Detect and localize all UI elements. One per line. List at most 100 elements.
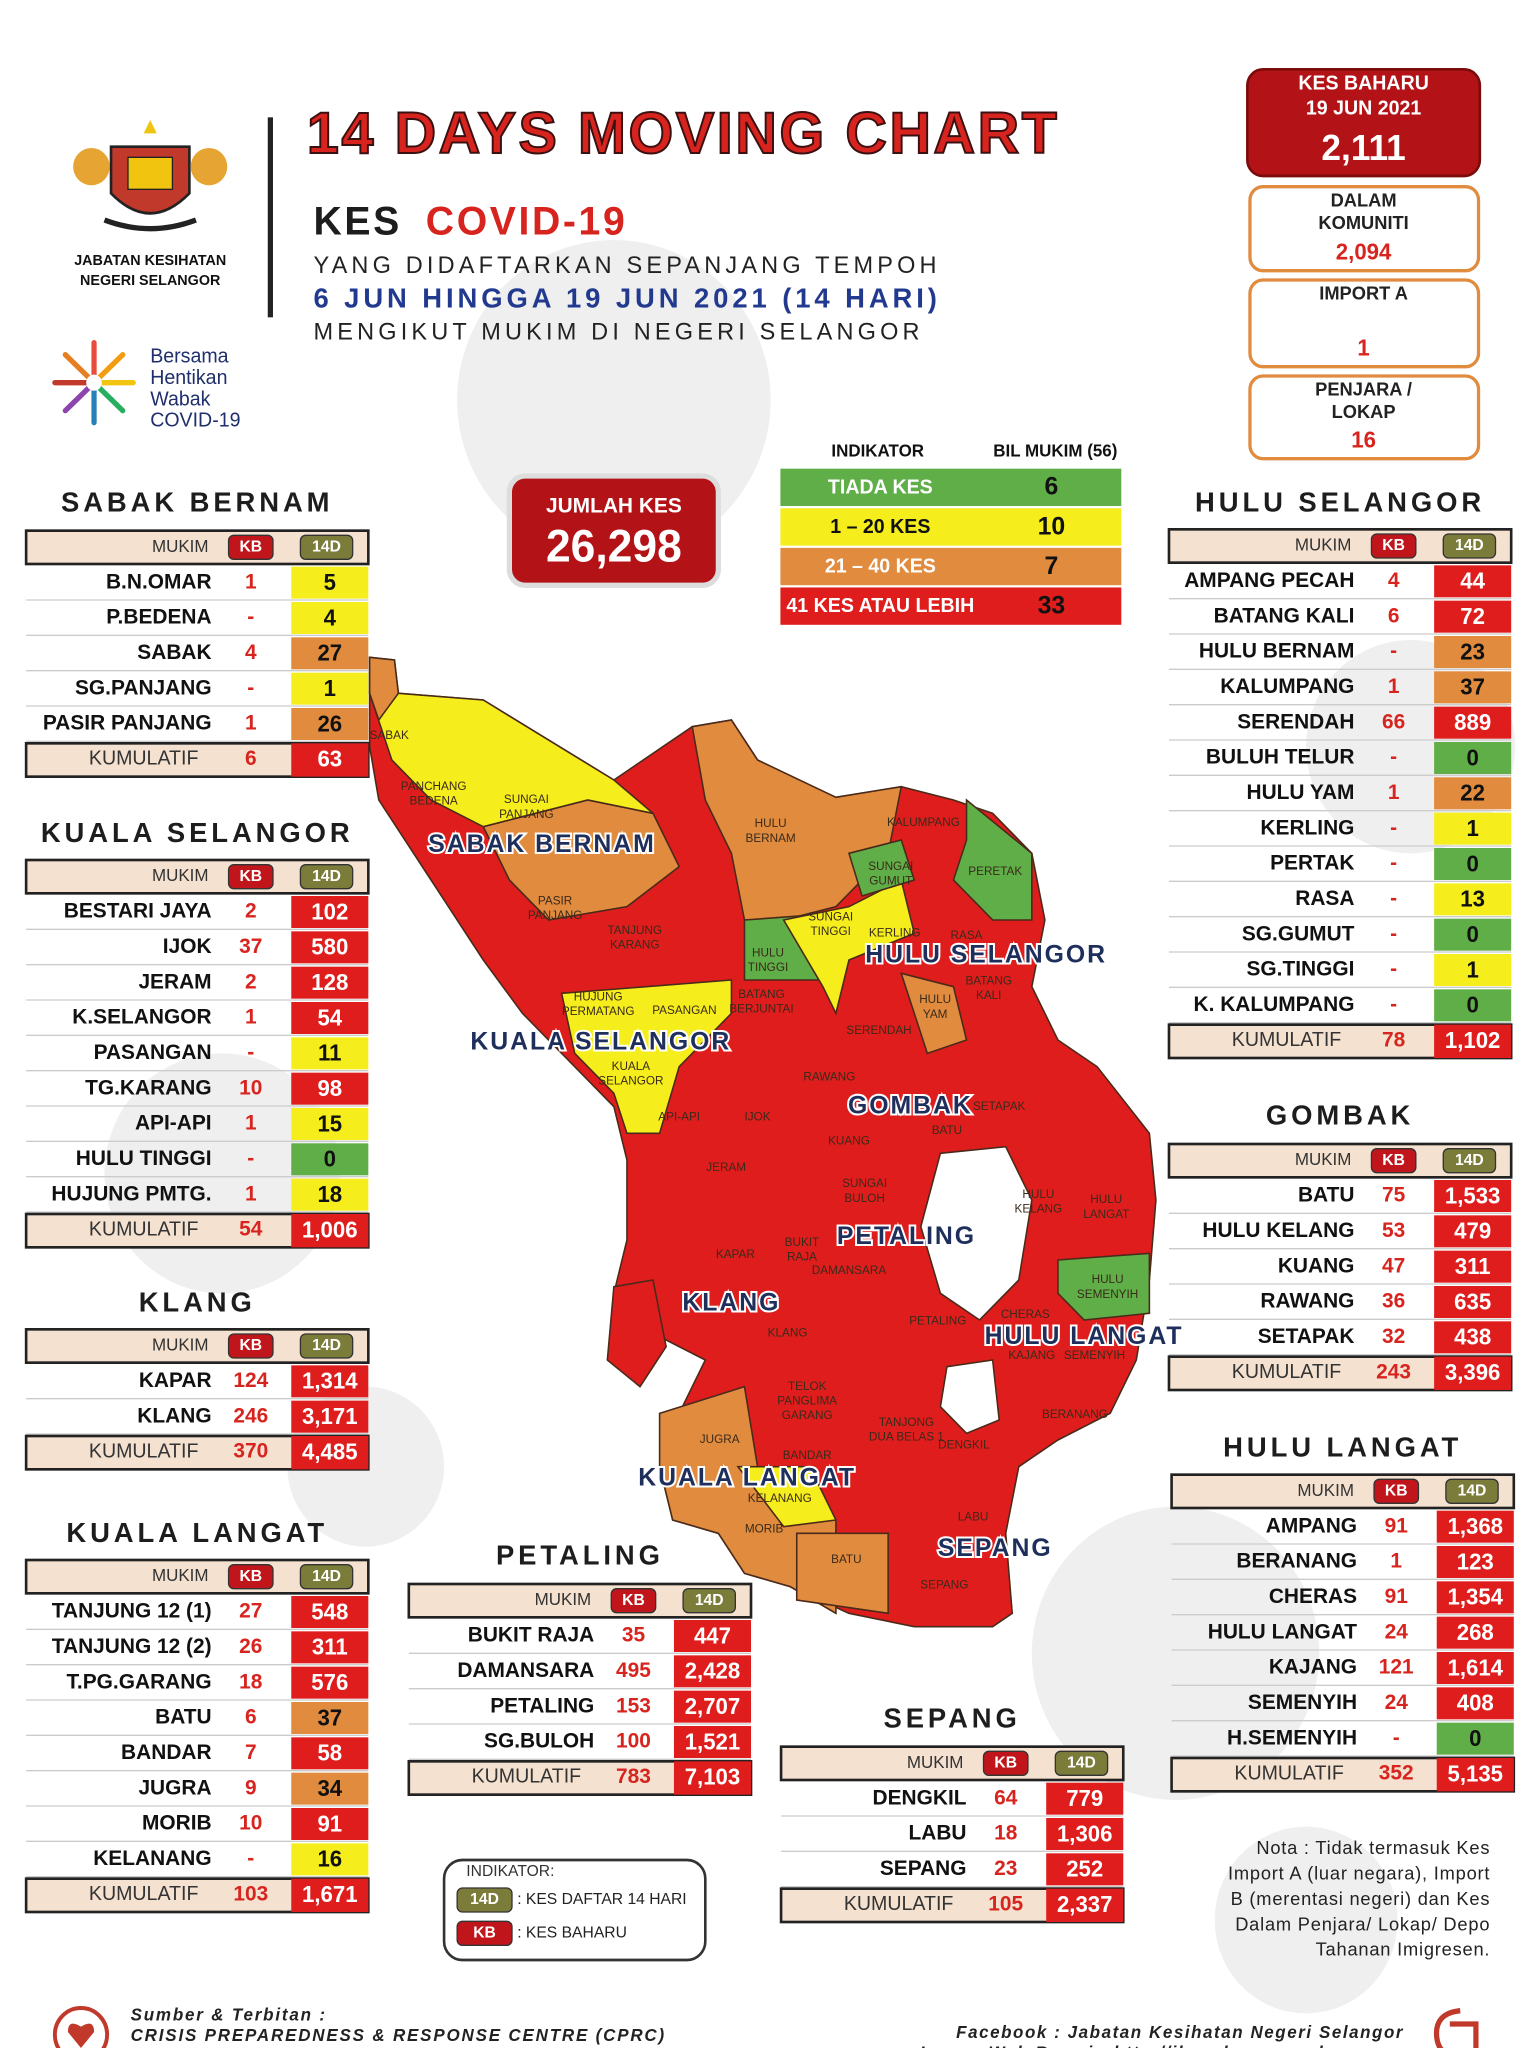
mukim-name: PASANGAN	[94, 1041, 212, 1064]
column-badge	[227, 1563, 274, 1590]
column-header: MUKIM	[1297, 1480, 1354, 1500]
column-header: KB	[1382, 1152, 1405, 1169]
mukim-name: PERTAK	[1270, 851, 1355, 874]
map-district-label: HULU SELANGOR	[865, 940, 1107, 968]
column-header: KB	[239, 1568, 262, 1585]
column-header: 14D	[695, 1592, 724, 1609]
new-cases: 24	[1385, 1620, 1408, 1643]
map-mukim-label: SEPANG	[920, 1577, 968, 1591]
column-badge	[299, 1563, 354, 1590]
cases-14d: 4	[324, 605, 337, 630]
cases-14d: 0	[1466, 851, 1478, 876]
total-14d: 5,135	[1447, 1761, 1503, 1786]
cases-14d-cell	[291, 931, 369, 964]
cases-14d-cell	[291, 566, 369, 599]
district-title: GOMBAK	[1266, 1099, 1414, 1130]
map-mukim-label: BERANANG	[1042, 1407, 1108, 1421]
mukim-name: SG.PANJANG	[75, 676, 212, 699]
cases-14d-cell	[1434, 989, 1512, 1022]
total-new-cases: 54	[239, 1217, 262, 1240]
map-mukim-label: BUKIT	[785, 1235, 820, 1249]
mukim-name: RAWANG	[1260, 1289, 1354, 1312]
total-14d: 7,103	[685, 1764, 741, 1789]
total-row-label: KUMULATIF	[844, 1893, 953, 1915]
cases-14d-cell	[291, 1002, 369, 1034]
cases-14d-cell	[673, 1620, 752, 1652]
column-header: KB	[239, 538, 262, 555]
column-badge	[982, 1750, 1029, 1776]
map-mukim-label: BANDAR	[783, 1448, 832, 1462]
total-14d-cell	[1434, 1356, 1512, 1390]
indicator-row	[779, 506, 1123, 547]
cases-14d-cell	[291, 896, 369, 928]
cases-14d: 37	[1460, 674, 1485, 699]
mukim-name: HUJUNG PMTG.	[51, 1182, 211, 1205]
cases-14d-cell	[1046, 1853, 1124, 1886]
map-mukim-label: RAWANG	[803, 1069, 855, 1083]
column-header: 14D	[312, 538, 341, 555]
mukim-name: B.N.OMAR	[106, 570, 212, 593]
total-row-label: KUMULATIF	[472, 1765, 581, 1787]
new-cases: 91	[1385, 1585, 1408, 1608]
total-14d-cell	[673, 1761, 752, 1795]
new-cases: 100	[616, 1729, 651, 1752]
cases-14d: 58	[317, 1740, 342, 1765]
new-cases: 2	[245, 970, 257, 993]
mukim-name: KERLING	[1260, 816, 1354, 839]
column-header: MUKIM	[152, 1565, 209, 1585]
cases-14d-cell	[673, 1726, 752, 1758]
cases-14d: 15	[317, 1111, 342, 1136]
cases-14d: 3,171	[302, 1404, 358, 1429]
map-district-label: PETALING	[837, 1222, 976, 1250]
cases-14d-cell	[1436, 1581, 1514, 1614]
district-title: KLANG	[139, 1286, 256, 1317]
new-cases: 1	[1390, 1549, 1402, 1572]
cases-14d-cell	[291, 1178, 369, 1211]
column-badge	[227, 1333, 274, 1359]
new-cases: 37	[239, 935, 262, 958]
district-title: SABAK BERNAM	[61, 486, 333, 517]
cases-14d-cell	[1434, 777, 1512, 810]
total-14d-cell	[291, 1878, 369, 1912]
column-header: MUKIM	[1295, 534, 1352, 554]
new-cases: -	[1393, 1726, 1400, 1749]
total-row-label: KUMULATIF	[89, 747, 198, 769]
mukim-name: BATANG KALI	[1214, 604, 1355, 627]
summary-value: 2,094	[1336, 239, 1392, 264]
district-title: HULU SELANGOR	[1195, 486, 1485, 517]
new-cases-box	[1246, 68, 1482, 178]
map-region	[736, 1465, 838, 1528]
cases-14d-cell	[1434, 636, 1512, 668]
column-header: 14D	[1067, 1754, 1096, 1771]
legend-badge-text: KB	[473, 1924, 496, 1941]
column-badge	[1442, 533, 1497, 559]
note-line: B (merentasi negeri) dan Kes	[1231, 1888, 1491, 1909]
map-mukim-label: HULU	[1022, 1187, 1054, 1201]
cases-14d: 102	[311, 899, 348, 924]
cases-14d: 22	[1460, 780, 1485, 805]
cases-14d: 1,306	[1057, 1821, 1113, 1846]
cases-14d-cell	[291, 1666, 369, 1699]
new-cases: -	[247, 605, 254, 628]
cases-14d-cell	[291, 1400, 369, 1433]
map-district-label: SEPANG	[938, 1534, 1053, 1562]
map-region	[952, 798, 1033, 921]
cases-14d: 311	[312, 1634, 348, 1659]
column-header: KB	[622, 1592, 645, 1609]
cases-14d: 1,368	[1447, 1514, 1503, 1539]
title: 14 DAYS MOVING CHART	[307, 100, 1060, 166]
column-header: KB	[239, 1337, 262, 1354]
new-cases: -	[247, 676, 254, 699]
summary-label: PENJARA /	[1315, 378, 1412, 399]
map-mukim-label: PANGLIMA	[777, 1393, 837, 1407]
mukim-name: SG.TINGGI	[1247, 957, 1355, 980]
header-line: YANG DIDAFTARKAN SEPANJANG TEMPOH	[313, 252, 940, 279]
mukim-name: BUKIT RAJA	[468, 1623, 595, 1646]
new-cases: 24	[1385, 1691, 1408, 1714]
footer-source: Sumber & Terbitan :	[131, 2004, 327, 2024]
map-mukim-label: BERNAM	[746, 831, 796, 845]
mukim-name: IJOK	[163, 935, 213, 958]
new-cases: 47	[1382, 1254, 1405, 1277]
map-mukim-label: HULU	[1090, 1192, 1122, 1206]
indicator-label: TIADA KES	[828, 476, 933, 498]
